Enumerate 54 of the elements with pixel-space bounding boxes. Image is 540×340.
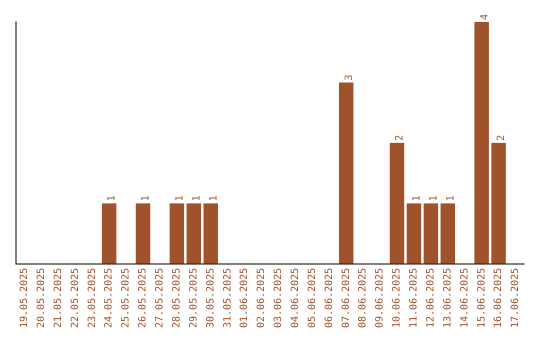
bar <box>474 22 489 264</box>
bar <box>491 142 506 264</box>
data-label: 1 <box>412 195 423 202</box>
data-label: 1 <box>174 195 186 202</box>
bar <box>406 203 422 264</box>
x-tick-label: 01.06.2025 <box>239 268 250 328</box>
bar <box>390 142 404 264</box>
x-tick-label: 29.05.2025 <box>188 268 200 328</box>
x-tick-label: 20.05.2025 <box>36 268 47 328</box>
x-tick-label: 13.06.2025 <box>442 268 454 328</box>
x-tick-label: 10.06.2025 <box>392 268 403 328</box>
data-label: 1 <box>445 195 456 202</box>
bar <box>102 203 116 264</box>
data-label: 4 <box>479 14 490 20</box>
data-label: 1 <box>140 195 152 202</box>
x-tick-label: 21.05.2025 <box>52 268 64 328</box>
bar <box>440 203 456 264</box>
data-label: 1 <box>428 195 440 202</box>
x-tick-label: 15.06.2025 <box>476 268 488 328</box>
data-label: 1 <box>106 195 118 202</box>
x-tick-label: 09.06.2025 <box>374 268 386 328</box>
x-tick-label: 26.05.2025 <box>138 268 149 328</box>
x-tick-label: 27.05.2025 <box>154 268 166 328</box>
x-tick-label: 23.05.2025 <box>86 268 98 328</box>
x-tick-label: 06.06.2025 <box>324 268 335 328</box>
bar <box>136 203 150 264</box>
bar <box>170 203 184 264</box>
data-label: 1 <box>208 195 220 202</box>
x-tick-label: 24.05.2025 <box>104 268 115 328</box>
data-label: 3 <box>344 74 355 80</box>
x-tick-label: 14.06.2025 <box>459 268 470 328</box>
data-label: 2 <box>394 134 406 141</box>
data-label: 2 <box>496 134 508 141</box>
x-tick-label: 22.05.2025 <box>70 268 81 328</box>
bar <box>186 203 202 264</box>
data-label: 1 <box>191 195 202 202</box>
x-tick-label: 31.05.2025 <box>222 268 234 328</box>
bar <box>338 82 354 264</box>
x-tick-label: 30.05.2025 <box>205 268 216 328</box>
x-tick-label: 03.06.2025 <box>273 268 284 328</box>
x-tick-label: 16.06.2025 <box>493 268 504 328</box>
x-tick-label: 12.06.2025 <box>425 268 436 328</box>
x-tick-label: 02.06.2025 <box>256 268 268 328</box>
x-tick-label: 25.05.2025 <box>120 268 132 328</box>
x-tick-label: 17.06.2025 <box>510 268 522 328</box>
x-tick-label: 08.06.2025 <box>358 268 369 328</box>
x-tick-label: 07.06.2025 <box>340 268 352 328</box>
x-tick-label: 28.05.2025 <box>171 268 182 328</box>
bar <box>424 203 438 264</box>
x-tick-label: 04.06.2025 <box>290 268 301 328</box>
bar <box>203 203 218 264</box>
x-tick-label: 05.06.2025 <box>306 268 318 328</box>
x-tick-label: 19.05.2025 <box>19 268 30 328</box>
x-tick-label: 11.06.2025 <box>408 268 420 328</box>
